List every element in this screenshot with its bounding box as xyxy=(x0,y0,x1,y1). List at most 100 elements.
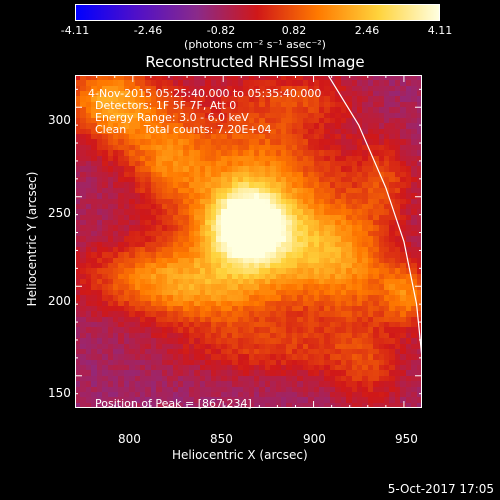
heatmap-cell xyxy=(405,85,412,92)
heatmap-cell xyxy=(129,117,136,124)
heatmap-cell xyxy=(237,107,244,114)
heatmap-cell xyxy=(91,101,98,108)
heatmap-cell xyxy=(405,75,412,81)
heatmap-cell xyxy=(232,117,239,124)
heatmap-cell xyxy=(161,134,168,141)
heatmap-cell xyxy=(75,123,82,130)
heatmap-cell xyxy=(221,75,228,81)
heatmap-cell xyxy=(75,128,82,135)
heatmap-cell xyxy=(291,128,298,135)
heatmap-cell xyxy=(232,112,239,119)
heatmap-cell xyxy=(232,80,239,87)
heatmap-cell xyxy=(378,80,385,87)
heatmap-cell xyxy=(259,75,266,81)
heatmap-cell xyxy=(405,123,412,130)
heatmap-cell xyxy=(324,80,331,87)
heatmap-cell xyxy=(308,96,315,103)
heatmap-cell xyxy=(275,91,282,98)
heatmap-cell xyxy=(85,91,92,98)
heatmap-cell xyxy=(215,134,222,141)
heatmap-cell xyxy=(351,112,358,119)
heatmap-cell xyxy=(270,128,277,135)
heatmap-cell xyxy=(232,134,239,141)
heatmap-cell xyxy=(297,101,304,108)
heatmap-cell xyxy=(150,101,157,108)
heatmap-cell xyxy=(313,91,320,98)
heatmap-cell xyxy=(291,91,298,98)
heatmap-cell xyxy=(308,85,315,92)
heatmap-cell xyxy=(362,75,369,81)
heatmap-cell xyxy=(253,101,260,108)
y-tick-label: 250 xyxy=(48,206,71,220)
heatmap-cell xyxy=(324,85,331,92)
heatmap-cell xyxy=(253,112,260,119)
heatmap-cell xyxy=(329,123,336,130)
heatmap-cell xyxy=(346,112,353,119)
heatmap-cell xyxy=(313,112,320,119)
heatmap-cell xyxy=(150,112,157,119)
heatmap-cell xyxy=(378,117,385,124)
heatmap-cell xyxy=(264,96,271,103)
heatmap-cell xyxy=(172,117,179,124)
heatmap-cell xyxy=(378,128,385,135)
heatmap-cell xyxy=(226,117,233,124)
heatmap-cell xyxy=(378,75,385,81)
heatmap-cell xyxy=(329,75,336,81)
heatmap-cell xyxy=(400,75,407,81)
heatmap-cell xyxy=(394,107,401,114)
heatmap-cell xyxy=(161,117,168,124)
heatmap-cell xyxy=(318,112,325,119)
heatmap-cell xyxy=(335,85,342,92)
heatmap-cell xyxy=(367,134,374,141)
heatmap-cell xyxy=(394,80,401,87)
heatmap-cell xyxy=(161,91,168,98)
heatmap-cell xyxy=(302,91,309,98)
heatmap-cell xyxy=(150,75,157,81)
heatmap-cell xyxy=(102,107,109,114)
heatmap-cell xyxy=(270,101,277,108)
heatmap-cell xyxy=(80,75,87,81)
heatmap-cell xyxy=(107,117,114,124)
heatmap-cell xyxy=(183,75,190,81)
heatmap-cell xyxy=(145,107,152,114)
heatmap-cell xyxy=(243,96,250,103)
heatmap-cell xyxy=(335,96,342,103)
heatmap-cell xyxy=(346,101,353,108)
heatmap-cell xyxy=(259,107,266,114)
heatmap-cell xyxy=(112,75,119,81)
heatmap-cell xyxy=(226,101,233,108)
heatmap-cell xyxy=(107,91,114,98)
heatmap-cell xyxy=(351,80,358,87)
heatmap-cell xyxy=(243,80,250,87)
heatmap-cell xyxy=(123,134,130,141)
heatmap-cell xyxy=(270,117,277,124)
heatmap-cell xyxy=(346,91,353,98)
heatmap-cell xyxy=(107,96,114,103)
heatmap-cell xyxy=(248,128,255,135)
heatmap-cell xyxy=(156,112,163,119)
heatmap-cell xyxy=(248,112,255,119)
heatmap-cell xyxy=(167,128,174,135)
heatmap-cell xyxy=(253,91,260,98)
heatmap-cell xyxy=(194,96,201,103)
heatmap-cell xyxy=(356,117,363,124)
heatmap-cell xyxy=(145,117,152,124)
heatmap-cell xyxy=(313,75,320,81)
heatmap-cell xyxy=(313,85,320,92)
heatmap-cell xyxy=(248,75,255,81)
heatmap-cell xyxy=(112,85,119,92)
heatmap-cell xyxy=(140,101,147,108)
heatmap-cell xyxy=(335,91,342,98)
heatmap-cell xyxy=(281,91,288,98)
heatmap-cell xyxy=(150,128,157,135)
heatmap-cell xyxy=(416,96,422,103)
y-tick-label: 200 xyxy=(48,294,71,308)
heatmap-cell xyxy=(384,107,391,114)
heatmap-cell xyxy=(188,85,195,92)
heatmap-cell xyxy=(291,80,298,87)
heatmap-cell xyxy=(411,128,418,135)
heatmap-cell xyxy=(259,85,266,92)
heatmap-cell xyxy=(378,123,385,130)
heatmap-cell xyxy=(384,85,391,92)
heatmap-cell xyxy=(362,101,369,108)
